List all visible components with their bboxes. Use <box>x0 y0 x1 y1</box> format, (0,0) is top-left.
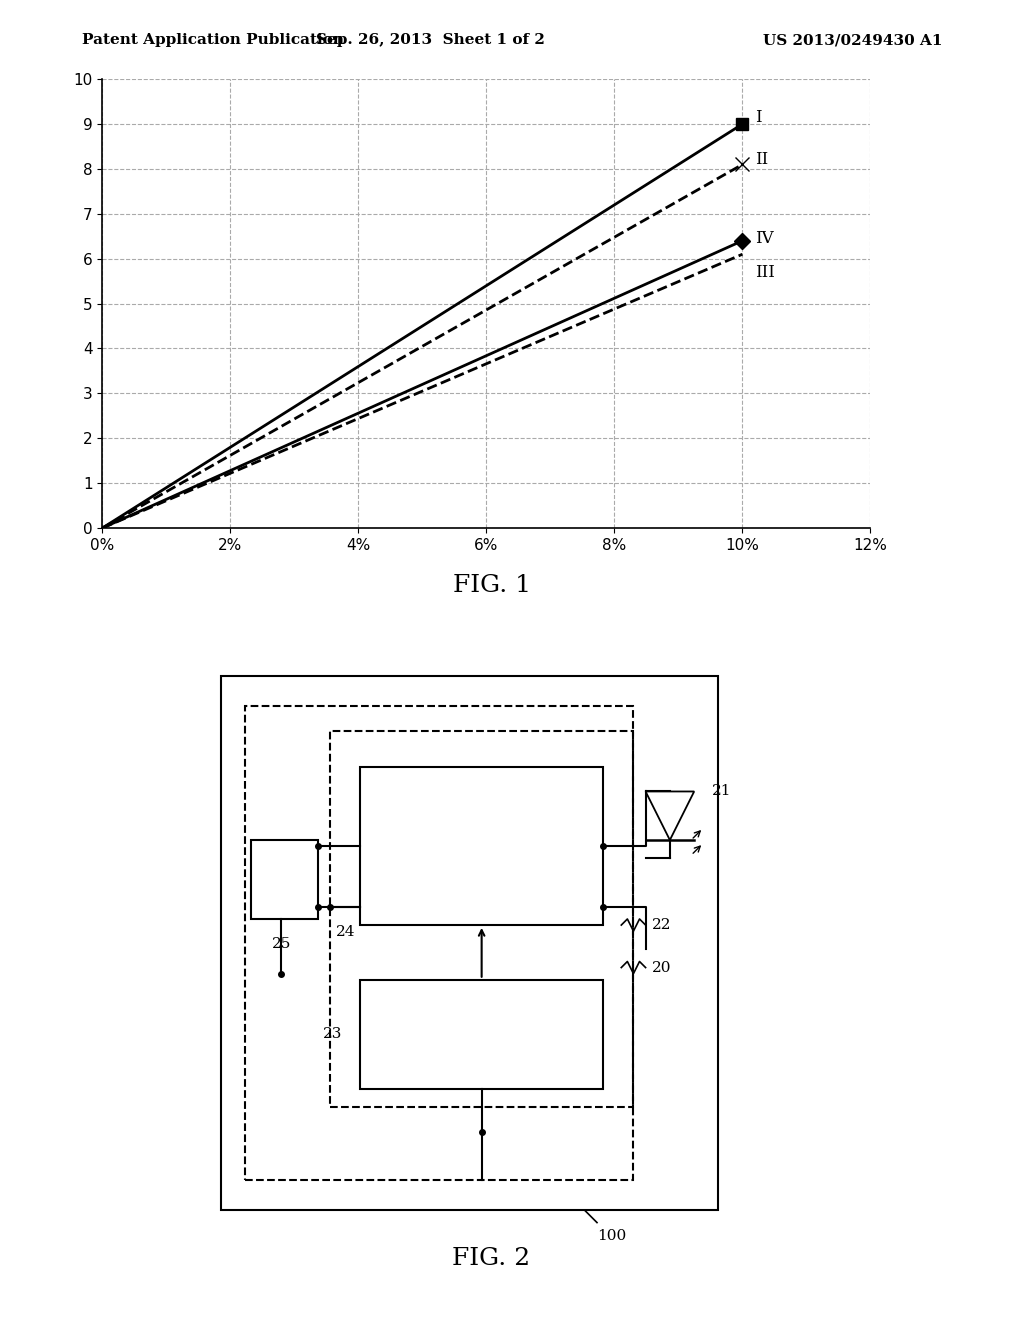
Bar <box>245 706 634 1180</box>
Text: II: II <box>756 152 768 169</box>
Text: FIG. 2: FIG. 2 <box>453 1247 530 1270</box>
Text: US 2013/0249430 A1: US 2013/0249430 A1 <box>763 33 942 48</box>
Bar <box>220 676 719 1210</box>
Text: 24: 24 <box>336 925 355 939</box>
Text: 20: 20 <box>651 961 671 974</box>
Text: I: I <box>756 108 762 125</box>
Polygon shape <box>645 792 694 840</box>
Bar <box>330 731 634 1107</box>
Text: IV: IV <box>756 230 774 247</box>
Text: Patent Application Publication: Patent Application Publication <box>82 33 344 48</box>
Bar <box>251 840 317 919</box>
Text: 22: 22 <box>651 917 671 932</box>
Text: III: III <box>756 264 775 281</box>
Bar <box>360 979 603 1089</box>
Text: 25: 25 <box>271 937 291 952</box>
Bar <box>360 767 603 925</box>
Text: FIG. 1: FIG. 1 <box>453 574 530 597</box>
Text: 23: 23 <box>323 1027 342 1041</box>
Text: 100: 100 <box>597 1229 627 1242</box>
Text: Sep. 26, 2013  Sheet 1 of 2: Sep. 26, 2013 Sheet 1 of 2 <box>315 33 545 48</box>
Text: 21: 21 <box>713 784 732 799</box>
